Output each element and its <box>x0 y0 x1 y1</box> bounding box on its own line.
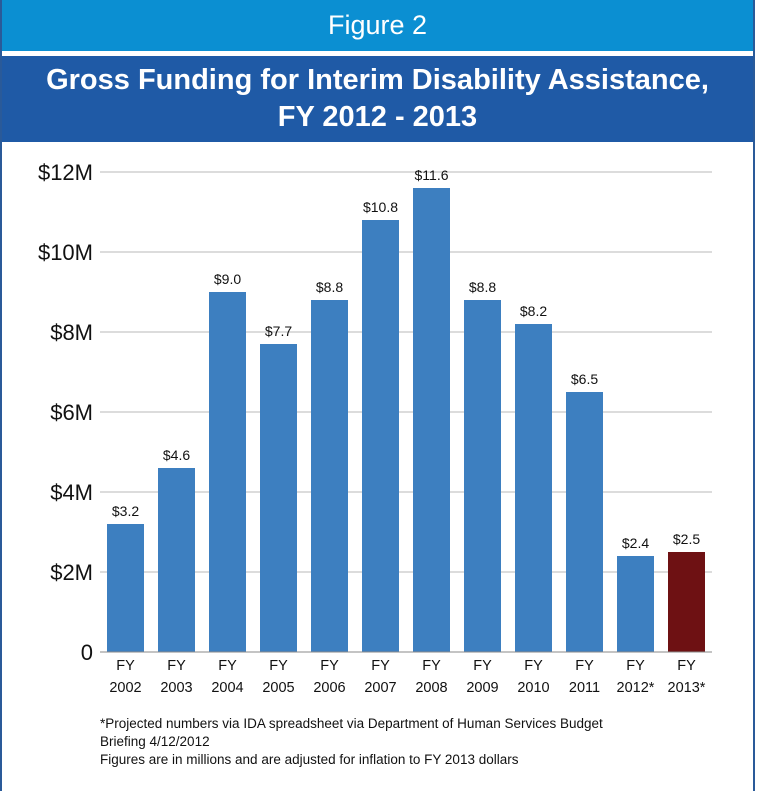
bar <box>107 524 144 652</box>
x-tick-label: FY <box>167 658 186 674</box>
x-tick-label: 2003 <box>160 680 192 696</box>
x-tick-label: FY <box>218 658 237 674</box>
y-tick-label: $12M <box>38 160 93 185</box>
bar-value-label: $7.7 <box>265 323 292 339</box>
bar-value-label: $2.4 <box>622 535 649 551</box>
note-line-2: Briefing 4/12/2012 <box>100 734 210 749</box>
bar-chart: 0 $2M $4M $6M $8M $10M $12M $3.2 FY 2002 $4.6 FY 200… <box>38 160 712 696</box>
x-tick-label: 2008 <box>415 680 447 696</box>
x-tick-label: FY <box>677 658 696 674</box>
note-line-3: Figures are in millions and are adjusted… <box>100 752 519 767</box>
x-tick-label: FY <box>371 658 390 674</box>
bar <box>668 552 705 652</box>
bar <box>260 344 297 652</box>
chart-notes: *Projected numbers via IDA spreadsheet v… <box>100 715 660 769</box>
bar-value-label: $8.2 <box>520 303 547 319</box>
note-line-1: *Projected numbers via IDA spreadsheet v… <box>100 716 603 731</box>
x-tick-label: 2011 <box>569 680 600 696</box>
x-tick-label: FY <box>320 658 339 674</box>
x-tick-label: 2006 <box>313 680 345 696</box>
y-tick-label: $4M <box>50 480 93 505</box>
x-tick-label: FY <box>269 658 288 674</box>
x-tick-label: FY <box>116 658 135 674</box>
bar <box>617 556 654 652</box>
x-tick-label: 2002 <box>109 680 141 696</box>
bar-value-label: $6.5 <box>571 371 598 387</box>
x-tick-label: 2007 <box>364 680 396 696</box>
y-tick-label: $8M <box>50 320 93 345</box>
bar-value-label: $3.2 <box>112 503 139 519</box>
bar-value-label: $8.8 <box>469 279 496 295</box>
bar <box>311 300 348 652</box>
figure-label: Figure 2 <box>2 0 753 51</box>
x-tick-label: FY <box>626 658 645 674</box>
bar <box>566 392 603 652</box>
x-tick-label: 2004 <box>211 680 243 696</box>
y-tick-label: $10M <box>38 240 93 265</box>
chart-title-line-2: FY 2012 - 2013 <box>277 101 478 133</box>
bar-value-label: $9.0 <box>214 271 241 287</box>
bar-value-label: $2.5 <box>673 531 700 547</box>
bar <box>362 220 399 652</box>
x-tick-label: FY <box>473 658 492 674</box>
x-tick-label: FY <box>422 658 441 674</box>
y-tick-label: 0 <box>81 640 93 665</box>
bar-value-label: $4.6 <box>163 447 190 463</box>
x-tick-label: FY <box>524 658 543 674</box>
x-tick-label: 2005 <box>262 680 294 696</box>
x-tick-label: FY <box>575 658 594 674</box>
bar-value-label: $11.6 <box>415 167 449 183</box>
y-tick-label: $6M <box>50 400 93 425</box>
bar <box>515 324 552 652</box>
y-tick-label: $2M <box>50 560 93 585</box>
chart-title-line-1: Gross Funding for Interim Disability Ass… <box>46 64 709 96</box>
x-tick-label: 2010 <box>517 680 549 696</box>
bar <box>464 300 501 652</box>
x-tick-label: 2009 <box>466 680 498 696</box>
x-tick-label: 2013* <box>668 680 706 696</box>
chart-title: Gross Funding for Interim Disability Ass… <box>2 56 753 142</box>
bar <box>209 292 246 652</box>
bar-value-label: $8.8 <box>316 279 343 295</box>
bar <box>413 188 450 652</box>
x-tick-label: 2012* <box>617 680 655 696</box>
bar <box>158 468 195 652</box>
bar-value-label: $10.8 <box>363 199 398 215</box>
